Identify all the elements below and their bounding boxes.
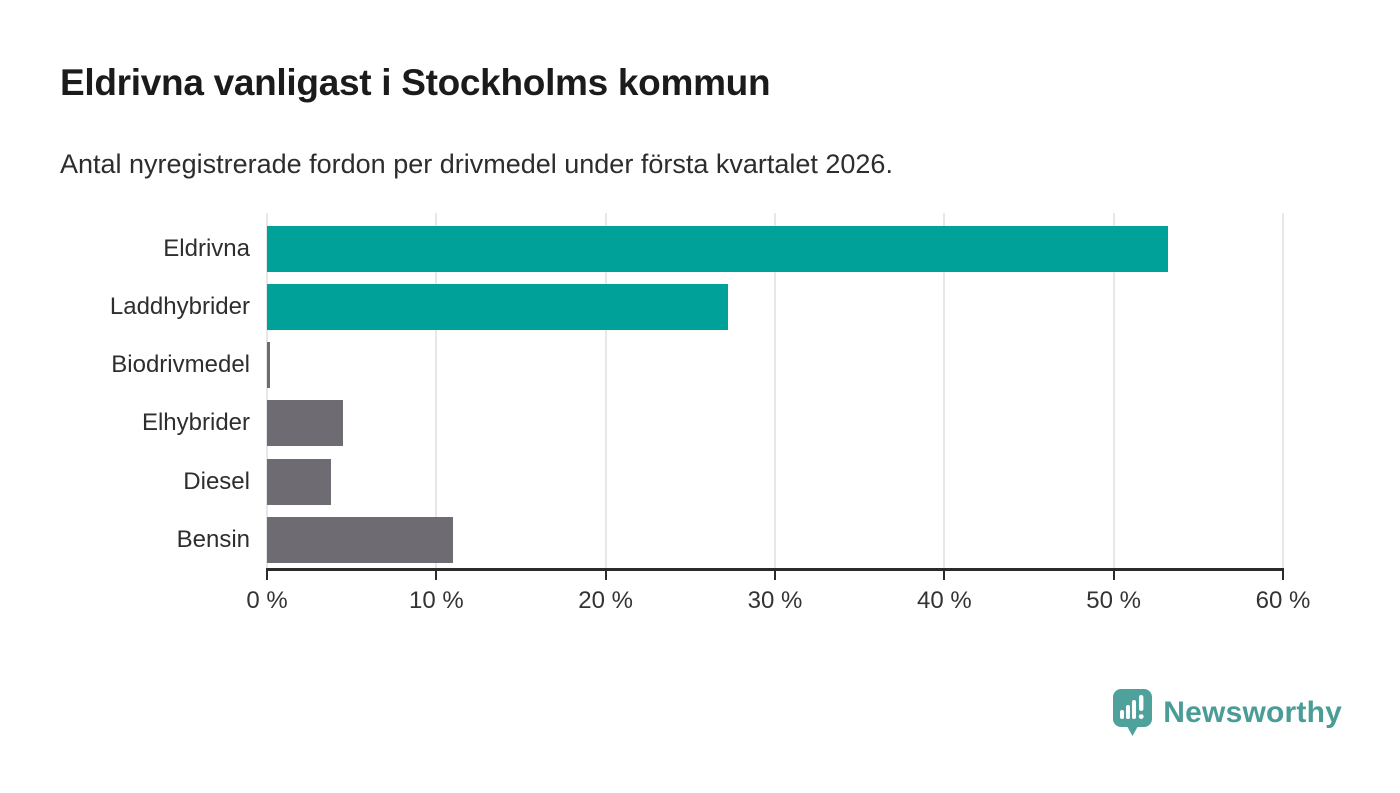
bar-chart-speech-bubble-icon xyxy=(1112,688,1153,737)
x-axis-tick xyxy=(1282,568,1284,580)
bar-bensin xyxy=(267,517,454,564)
plot-area: 0 % 10 % 20 % 30 % 40 % 50 % 60 % xyxy=(246,213,1310,614)
gridline xyxy=(1112,213,1115,568)
bar-elhybrider xyxy=(267,400,344,447)
bar-eldrivna xyxy=(267,225,1168,272)
x-axis-tick xyxy=(943,568,946,580)
x-axis-tick-label: 40 % xyxy=(916,587,972,614)
gridline xyxy=(1282,213,1284,568)
x-axis-tick xyxy=(266,568,268,580)
x-axis-tick-label: 30 % xyxy=(747,587,803,614)
gridline xyxy=(943,213,946,568)
bar-biodrivmedel xyxy=(267,342,271,389)
bar-laddhybrider xyxy=(267,283,728,330)
chart-subtitle: Antal nyregistrerade fordon per drivmede… xyxy=(60,149,893,179)
x-axis-tick-label: 50 % xyxy=(1086,587,1142,614)
category-label-bensin: Bensin xyxy=(176,526,250,554)
category-label-elhybrider: Elhybrider xyxy=(141,409,250,437)
x-axis-tick-label: 10 % xyxy=(408,587,464,614)
gridline xyxy=(266,213,268,568)
newsworthy-logo: Newsworthy xyxy=(1112,688,1342,737)
x-axis-tick xyxy=(1112,568,1115,580)
category-label-eldrivna: Eldrivna xyxy=(163,234,250,262)
chart-title: Eldrivna vanligast i Stockholms kommun xyxy=(60,62,771,103)
bar-diesel xyxy=(267,458,332,505)
gridline xyxy=(774,213,776,568)
category-label-biodrivmedel: Biodrivmedel xyxy=(111,351,250,379)
x-axis-tick xyxy=(774,568,776,580)
newsworthy-brand-text: Newsworthy xyxy=(1163,695,1342,729)
category-axis-labels: Eldrivna Laddhybrider Biodrivmedel Elhybrid… xyxy=(0,213,250,568)
x-axis-tick-label: 60 % xyxy=(1255,587,1311,614)
x-axis-tick xyxy=(435,568,438,580)
gridline xyxy=(435,213,438,568)
category-label-diesel: Diesel xyxy=(183,467,250,495)
category-label-laddhybrider: Laddhybrider xyxy=(109,292,250,320)
x-axis-tick-label: 20 % xyxy=(578,587,634,614)
x-axis-tick xyxy=(604,568,607,580)
gridline xyxy=(604,213,607,568)
x-axis-tick-label: 0 % xyxy=(246,587,288,614)
